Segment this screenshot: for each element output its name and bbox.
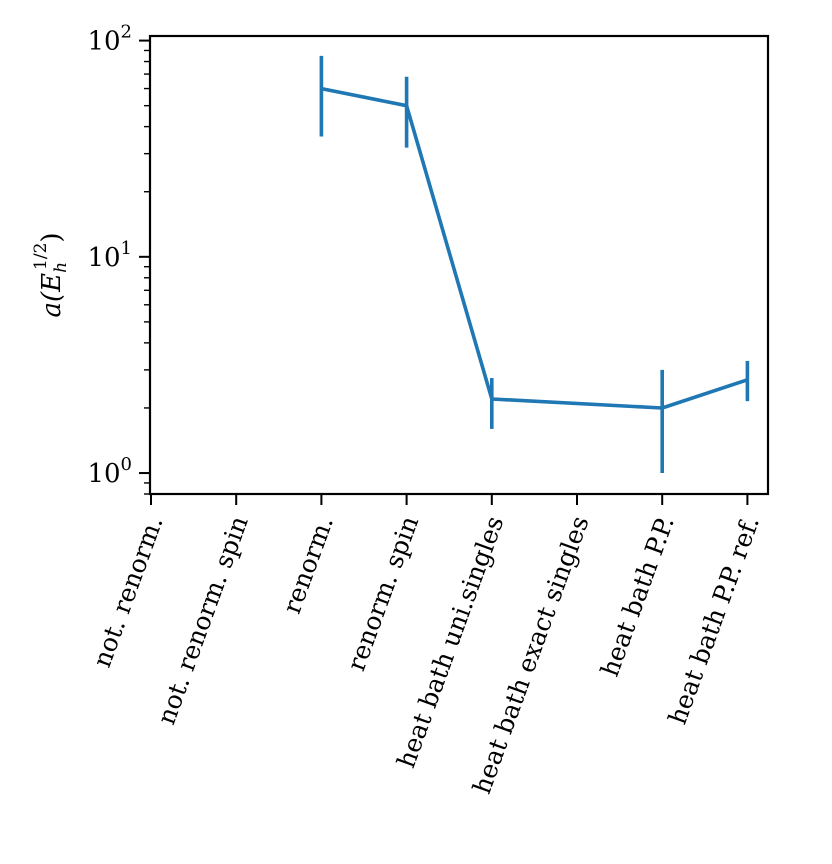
x-tick-label: renorm. spin	[341, 512, 424, 675]
x-tick-label: heat bath P.P. ref.	[663, 512, 765, 728]
series-line	[321, 86, 748, 410]
x-tick-label: renorm.	[277, 512, 339, 617]
x-axis: not. renorm.not. renorm. spin renorm. reno…	[87, 494, 765, 798]
y-tick-label: 100	[87, 454, 132, 489]
y-tick-label: 101	[87, 238, 132, 273]
y-axis: 100 101 102	[87, 22, 150, 495]
y-tick-label: 102	[87, 22, 132, 57]
plot-frame	[148, 34, 770, 496]
plot-area	[148, 34, 770, 496]
x-tick-label: heat bath P.P.	[595, 512, 680, 680]
x-tick-label: not. renorm.	[87, 512, 168, 671]
y-axis-label: a(Eh1/2)	[31, 232, 71, 317]
x-tick-label: not. renorm. spin	[152, 512, 254, 728]
series-layer	[319, 55, 750, 474]
y-axis-title: a(Eh1/2)	[31, 232, 71, 317]
